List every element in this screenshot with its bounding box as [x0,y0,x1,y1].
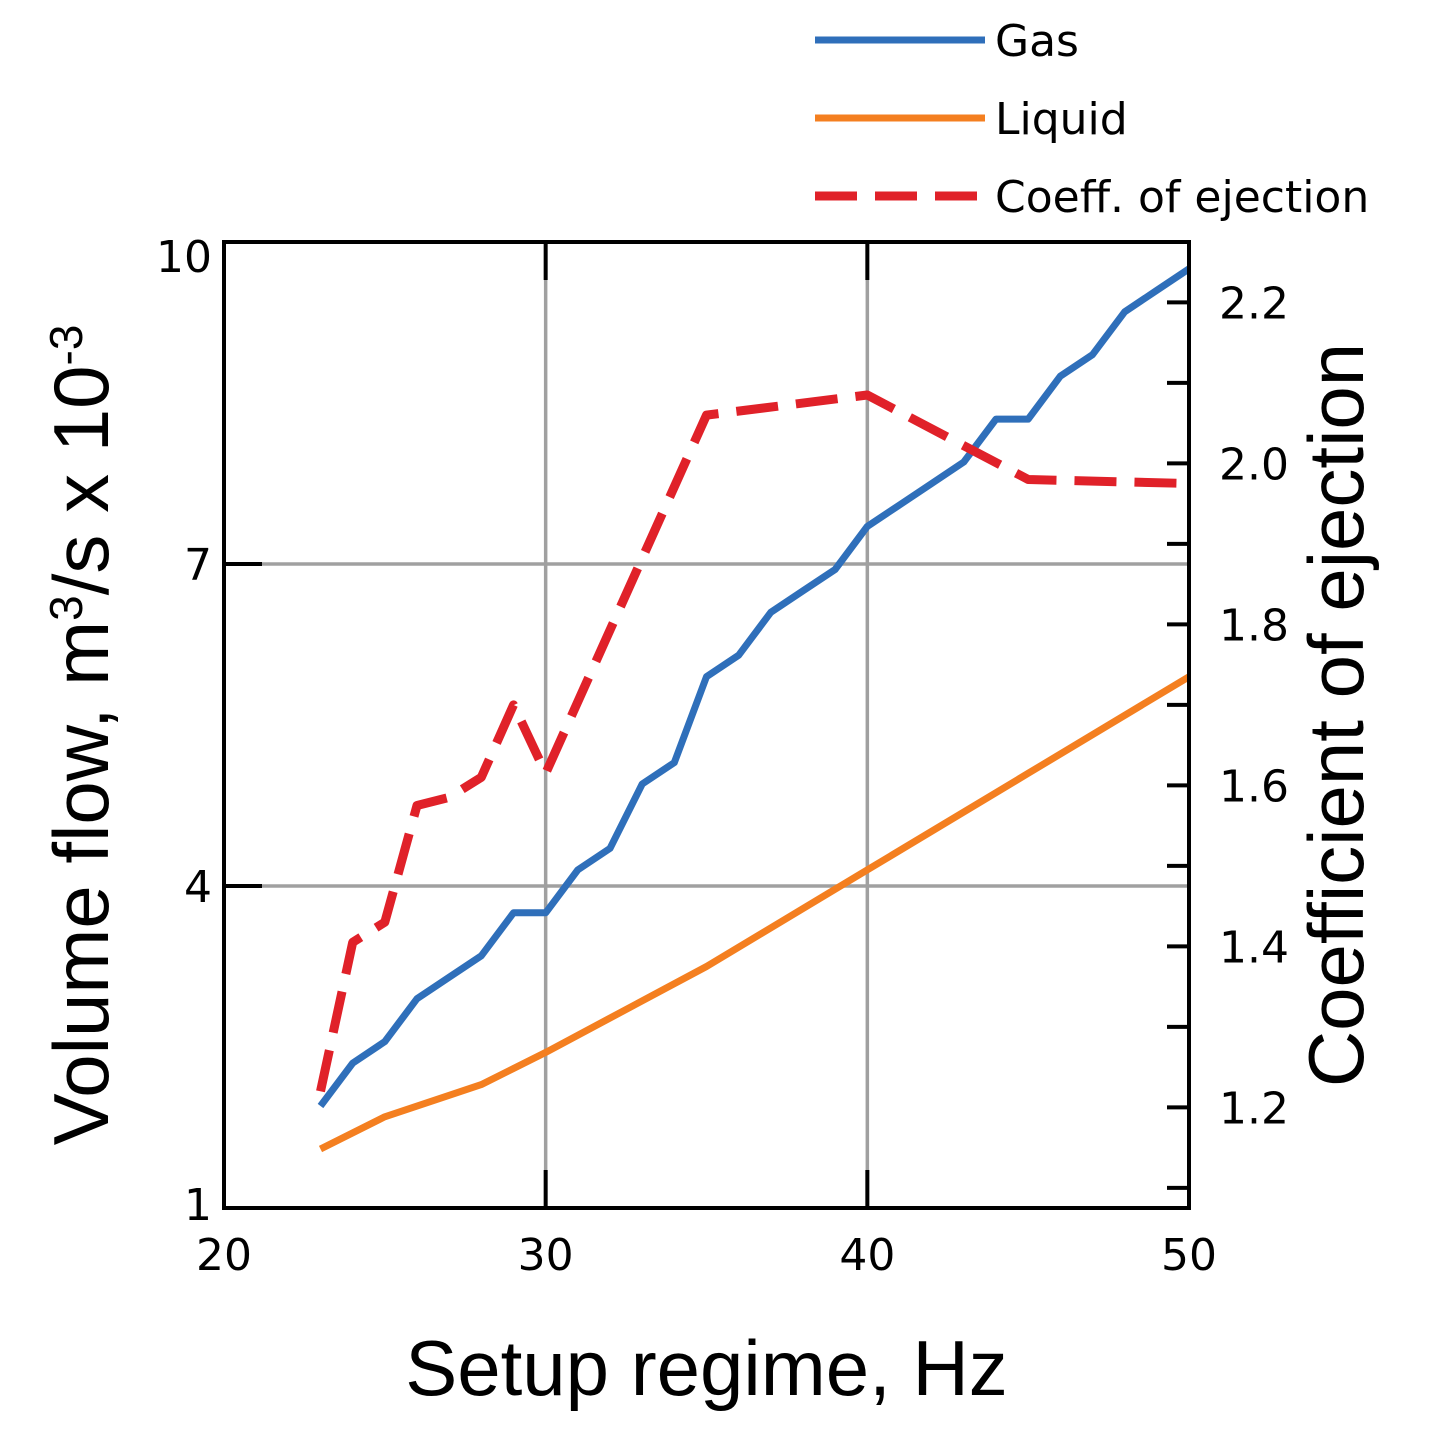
legend-label-3: Coeff. of ejection [995,172,1369,223]
tick-marks [224,242,1189,1208]
y2-tick-label: 2.2 [1219,278,1289,329]
legend: Gas Liquid Coeff. of ejection [815,16,1369,223]
y-axis-title-sup1: 3 [40,595,92,621]
y2-tick-label: 1.6 [1219,761,1289,812]
tick-labels: 20 30 40 50 1 4 7 10 1.2 1.4 1.6 1.8 2.0 2.2 [156,232,1289,1281]
y2-tick-label: 2.0 [1219,439,1289,490]
series-line-3 [316,390,1190,1093]
x-tick-label: 30 [518,1230,574,1281]
legend-label-1: Gas [995,16,1079,67]
y-tick-label: 4 [184,862,212,913]
y2-tick-label: 1.4 [1219,922,1289,973]
series-line-1 [317,265,1191,1109]
y2-axis-title: Coefficient of ejection [1292,343,1380,1087]
series-line-2 [318,673,1191,1153]
y-axis-title-middle: /s x 10 [37,365,125,595]
series-lines [316,265,1191,1153]
legend-label-2: Liquid [995,94,1128,145]
y2-tick-label: 1.8 [1219,600,1289,651]
y-axis-title: Volume flow, m3/s x 10-3 [37,325,125,1146]
y-tick-label: 7 [184,540,212,591]
y-axis-title-sup2: -3 [40,325,92,366]
x-tick-label: 20 [196,1230,252,1281]
y-tick-label: 1 [184,1180,212,1231]
y-tick-label: 10 [156,232,212,283]
grid [224,242,1189,1208]
y-axis-title-prefix: Volume flow, m [37,621,125,1146]
plot-frame [222,240,1191,1210]
y2-tick-label: 1.2 [1219,1083,1289,1134]
x-tick-label: 50 [1161,1230,1217,1281]
x-axis-title: Setup regime, Hz [405,1324,1008,1412]
x-tick-label: 40 [839,1230,895,1281]
